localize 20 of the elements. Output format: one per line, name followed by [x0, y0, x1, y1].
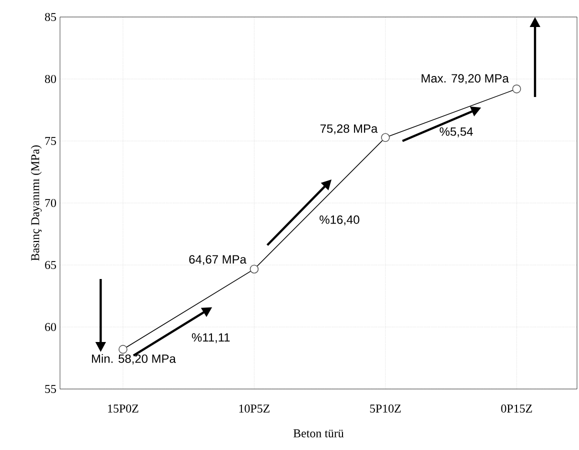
- y-tick-label: 80: [44, 74, 56, 84]
- y-tick-label: 60: [45, 322, 56, 332]
- data-label: 64,67 MPa: [189, 255, 246, 266]
- y-tick-label: 75: [45, 137, 56, 145]
- annotation: %5,54: [440, 127, 473, 138]
- y-tick-label: 65: [45, 260, 56, 270]
- y-tick-label: 55: [45, 385, 56, 393]
- data-label: Max. 79,20 MPa: [422, 74, 509, 84]
- data-label: 75,28 MPa: [320, 124, 378, 134]
- y-tick-label: 70: [45, 198, 56, 208]
- data-label: Min. 58,20 MPa: [92, 354, 176, 364]
- annotation: %11,11: [192, 333, 230, 344]
- y-axis-title: Basınç Dayanımı (MPa): [30, 145, 42, 261]
- x-tick-label: 5P10Z: [370, 404, 401, 413]
- x-axis-title: Beton türü: [293, 429, 344, 438]
- x-tick-label: 0P15Z: [501, 404, 532, 413]
- annotation: %16,40: [320, 215, 360, 226]
- x-tick-label: 15P0Z: [108, 404, 138, 413]
- x-tick-label: 10P5Z: [239, 404, 270, 413]
- y-tick-label: 85: [44, 12, 56, 22]
